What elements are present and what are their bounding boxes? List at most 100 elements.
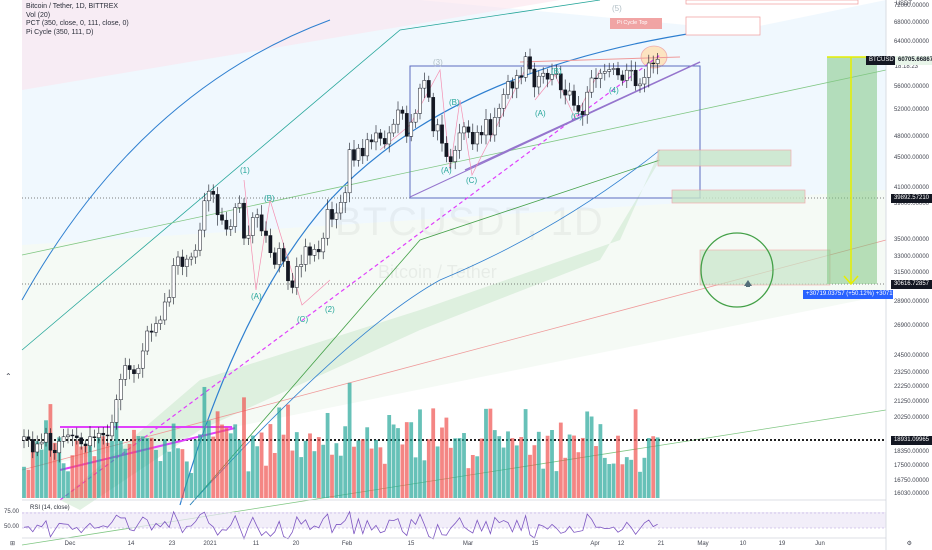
zoom-icon[interactable]: ⊞: [10, 541, 16, 547]
volume-bar: [435, 446, 440, 498]
rsi-line: [23, 510, 658, 540]
candle: [651, 62, 656, 65]
candle: [572, 90, 576, 106]
candle: [101, 432, 106, 436]
time-axis-label: 15: [407, 541, 415, 547]
candle: [418, 87, 422, 114]
level-tag-18931: 18931.09965: [890, 436, 932, 445]
legend-vol[interactable]: Vol (20): [26, 11, 51, 19]
volume-bar: [598, 424, 603, 498]
candle: [545, 72, 550, 80]
candle: [470, 132, 475, 145]
volume-bar: [299, 457, 304, 498]
volume-bar: [281, 434, 286, 498]
legend-symbol[interactable]: Bitcoin / Tether, 1D, BITTREX: [26, 3, 119, 10]
volume-bar: [136, 436, 141, 498]
candle: [162, 301, 167, 321]
candle: [536, 75, 541, 88]
candle: [206, 190, 211, 202]
candle: [426, 80, 431, 98]
candle: [554, 73, 559, 75]
candle: [281, 248, 286, 262]
candle: [303, 246, 308, 265]
volume-bar: [330, 454, 334, 498]
candle: [110, 422, 114, 437]
volume-bar: [558, 422, 563, 498]
price-axis-label: 24500.00000: [893, 353, 929, 359]
candle: [26, 436, 31, 440]
volume-layer: [22, 382, 660, 498]
level-tag-30616: 30616.72857: [890, 280, 932, 289]
volume-bar: [325, 412, 330, 498]
wave-label: (4): [609, 86, 619, 95]
time-axis-label: 12: [617, 541, 625, 547]
candle: [506, 81, 510, 95]
time-axis-label: Apr: [590, 541, 600, 547]
level-tag-39892: 39892.57210: [890, 194, 932, 203]
candles-layer: [22, 48, 660, 463]
volume-bar: [259, 432, 264, 498]
candle: [268, 235, 273, 253]
volume-bar: [431, 408, 436, 498]
currency-label: USDT: [895, 1, 912, 7]
candle: [352, 149, 356, 161]
zone-box-2: [671, 189, 806, 204]
candle: [594, 77, 598, 80]
candle: [484, 119, 488, 136]
price-axis-label: 72000.00000: [893, 3, 929, 9]
volume-bar: [369, 448, 374, 498]
wave-label: (A): [251, 292, 262, 301]
volume-bar: [409, 422, 414, 498]
time-axis-label: 19: [778, 541, 786, 547]
volume-bar: [206, 420, 211, 498]
wave-label: (A): [535, 109, 546, 118]
price-axis-label: 22250.00000: [893, 384, 929, 390]
volume-bar: [22, 466, 26, 498]
volume-bar: [316, 437, 321, 498]
wave-label: (C): [297, 315, 309, 324]
price-axis-label: 26900.00000: [893, 323, 929, 329]
volume-bar: [118, 440, 123, 498]
candle: [497, 108, 502, 118]
legend-pi[interactable]: Pi Cycle (350, 111, D): [26, 28, 94, 36]
price-axis-label: 20250.00000: [893, 415, 929, 421]
candle: [479, 132, 484, 136]
measure-arrowhead: [843, 275, 859, 286]
volume-bar: [176, 448, 180, 498]
rsi-band: [22, 512, 886, 528]
volume-bar: [585, 411, 590, 498]
candle: [475, 132, 480, 145]
volume-bar: [26, 469, 31, 498]
volume-bar: [79, 446, 84, 498]
volume-bar: [308, 433, 312, 498]
volume-bar: [83, 444, 88, 498]
candle: [422, 80, 427, 89]
volume-bar: [545, 435, 550, 498]
volume-bar: [400, 444, 405, 498]
time-axis-label: May: [697, 541, 709, 547]
volume-bar: [140, 436, 145, 498]
volume-bar: [215, 411, 220, 498]
legend-pct[interactable]: PCT (350, close, 0, 111, close, 0): [26, 20, 129, 27]
candle: [312, 249, 317, 256]
measure-label: +30719.03757 (+50.12%) +3071903757: [803, 290, 893, 299]
volume-bar: [74, 440, 79, 498]
candle: [189, 256, 194, 260]
rsi-label[interactable]: RSI (14, close): [30, 505, 70, 511]
candle: [136, 367, 141, 374]
candle: [448, 156, 453, 163]
candle: [228, 226, 233, 230]
volume-bar: [453, 438, 458, 498]
volume-bar: [404, 422, 409, 498]
settings-icon[interactable]: ⚙: [906, 541, 912, 547]
candle: [391, 123, 396, 134]
candle: [176, 256, 180, 266]
volume-bar: [101, 436, 106, 498]
collapse-icon[interactable]: ⌃: [5, 372, 12, 381]
volume-bar: [255, 446, 260, 498]
volume-bar: [246, 471, 251, 498]
volume-bar: [132, 429, 136, 498]
volume-bar: [184, 461, 189, 498]
